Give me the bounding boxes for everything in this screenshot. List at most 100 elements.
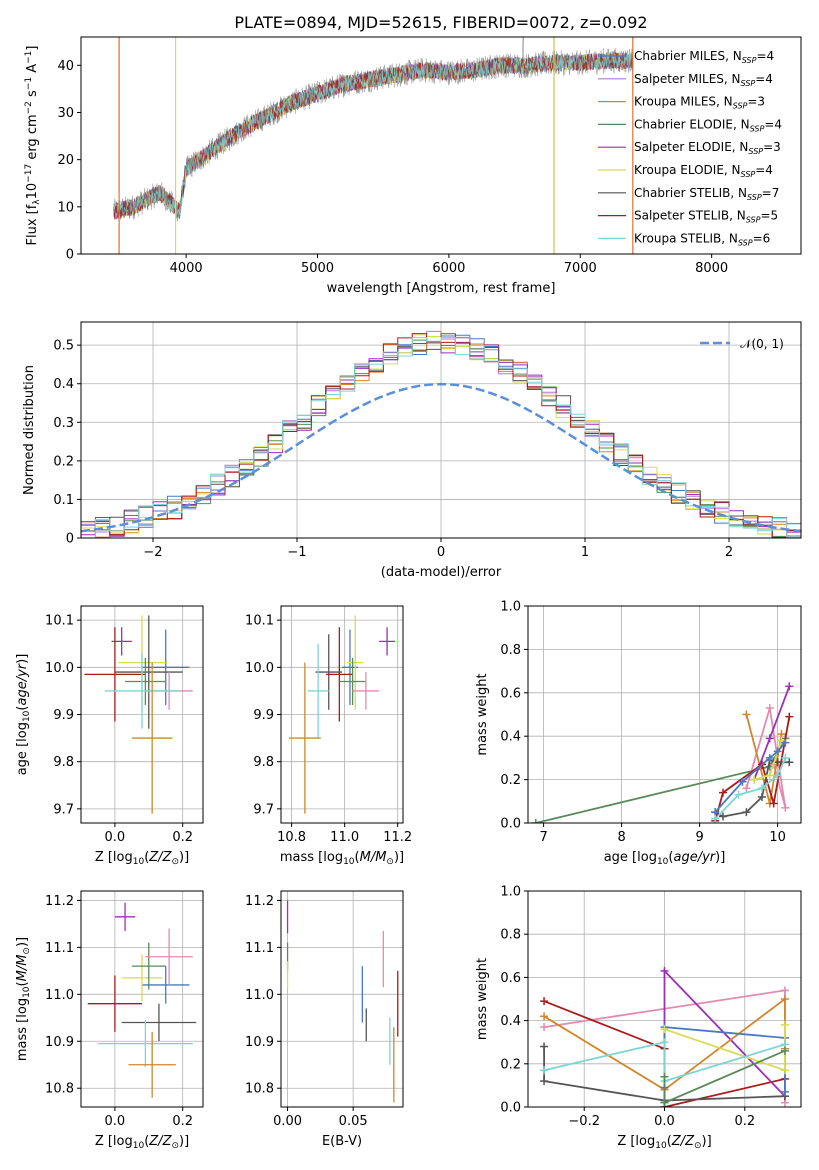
y-tick-label: 1.0 — [500, 885, 521, 900]
plot-area — [113, 37, 634, 254]
y-tick-label: 10.9 — [245, 1035, 274, 1050]
x-tick-label: 7 — [539, 830, 547, 845]
panel-age-weight: 7 8 9 10 0.0 0.2 0.4 0.6 0.8 1.0 age [log10(age/yr… — [475, 600, 802, 867]
y-tick-label: 0 — [66, 532, 74, 547]
y-tick-label: 11.1 — [45, 941, 74, 956]
weight-marker — [540, 1077, 549, 1086]
axes-frame — [80, 36, 802, 255]
x-axis-label: mass [log10(M/M⊙)] — [280, 850, 404, 867]
weight-marker — [773, 771, 782, 780]
y-tick-label: 10.1 — [45, 614, 74, 629]
weight-marker — [540, 1042, 549, 1051]
x-tick-label: −0.2 — [568, 1114, 600, 1129]
x-tick-label: 10.8 — [277, 830, 306, 845]
weight-marker — [785, 712, 794, 721]
x-tick-label: 0.0 — [105, 1114, 126, 1129]
x-axis-label: (data-model)/error — [381, 565, 502, 580]
weight-marker — [660, 1025, 669, 1034]
weight-marker — [540, 1066, 549, 1075]
normal-curve — [81, 382, 801, 533]
y-tick-label: 1.0 — [500, 600, 521, 615]
error-point-3 — [315, 634, 342, 710]
y-tick-label: 0.6 — [500, 686, 521, 701]
y-tick-label: 11.2 — [45, 894, 74, 909]
y-tick-label: 10.1 — [245, 614, 274, 629]
axes-frame — [280, 605, 404, 824]
legend-label-2: Kroupa MILES, NSSP=3 — [634, 95, 765, 111]
y-tick-label: 0.2 — [500, 1057, 521, 1072]
error-point-7 — [307, 643, 329, 739]
weight-line-4 — [543, 1046, 785, 1102]
panel-z-age: 0.0 0.2 9.7 9.8 9.9 10.0 10.1 Z [log10(Z/Z⊙)] ag… — [15, 605, 204, 867]
y-tick-label: 10.8 — [245, 1082, 274, 1097]
y-tick-label: 9.7 — [253, 802, 274, 817]
weight-marker — [765, 734, 774, 743]
error-point-5 — [125, 657, 166, 706]
y-tick-label: 20 — [57, 153, 74, 168]
x-tick-label: 0.00 — [273, 1114, 302, 1129]
x-tick-label: 0.2 — [734, 1114, 755, 1129]
y-tick-label: 0.2 — [500, 773, 521, 788]
weight-marker — [660, 1038, 669, 1047]
weight-marker — [758, 792, 766, 801]
x-tick-label: 10 — [769, 830, 786, 845]
y-tick-label: 11.2 — [245, 894, 274, 909]
plot-area — [87, 902, 197, 1098]
x-tick-label: 11.0 — [330, 830, 359, 845]
axes-frame — [280, 890, 404, 1108]
error-point-7 — [97, 1020, 193, 1068]
x-tick-label: 0.2 — [172, 830, 193, 845]
error-point-3 — [121, 1003, 197, 1042]
axes-frame — [80, 890, 204, 1108]
panel-residuals: −2 −1 0 1 2 0 0.1 0.2 0.3 0.4 0.5 (data-model)/erro… — [22, 321, 802, 580]
y-axis-label: Flux [fλ10−17 erg cm−2 s−1 A−1] — [24, 46, 42, 246]
histogram-8 — [81, 337, 801, 538]
model-line-8 — [113, 52, 633, 219]
y-tick-label: 0.8 — [500, 928, 521, 943]
x-tick-label: 11.2 — [383, 830, 412, 845]
x-tick-label: 0.0 — [654, 1114, 675, 1129]
error-point-6 — [145, 928, 193, 985]
y-tick-label: 11.0 — [245, 988, 274, 1003]
legend-label-0: Chabrier MILES, NSSP=4 — [634, 49, 774, 65]
error-point-1 — [142, 966, 190, 1004]
y-tick-label: 0.0 — [500, 1101, 521, 1116]
error-point-4 — [84, 627, 146, 722]
weight-marker — [719, 812, 727, 821]
y-tick-label: 0.4 — [53, 377, 74, 392]
legend-label-3: Chabrier ELODIE, NSSP=4 — [634, 117, 782, 133]
plot-area — [84, 615, 193, 814]
weight-marker — [785, 758, 794, 767]
y-tick-label: 10.8 — [45, 1082, 74, 1097]
x-axis-label: wavelength [Angstrom, rest frame] — [327, 281, 556, 296]
error-point-5 — [339, 657, 366, 706]
weight-marker — [765, 771, 774, 780]
y-tick-label: 9.8 — [253, 755, 274, 770]
axes-frame — [80, 605, 204, 824]
x-tick-label: 6000 — [432, 261, 465, 276]
x-tick-label: 5000 — [301, 261, 334, 276]
error-point-1 — [142, 629, 190, 706]
panel-mass-age: 10.8 11.0 11.2 9.7 9.8 9.9 10.0 10.1 mass [log10… — [245, 605, 412, 867]
plot-area — [288, 615, 396, 814]
y-axis-label: mass weight — [475, 673, 490, 755]
x-tick-label: 8000 — [695, 261, 728, 276]
error-point-8 — [131, 662, 173, 814]
plot-area — [540, 966, 789, 1107]
error-point-0 — [114, 902, 136, 931]
weight-marker — [781, 738, 790, 747]
weight-marker — [780, 1066, 789, 1075]
panel-z-weight: −0.2 0.0 0.2 0.0 0.2 0.4 0.6 0.8 1.0 Z [log10(Z/Z… — [475, 885, 802, 1151]
x-tick-label: −2 — [143, 545, 162, 560]
y-tick-label: 0.8 — [500, 643, 521, 658]
weight-marker — [780, 1046, 789, 1055]
y-tick-label: 11.0 — [45, 988, 74, 1003]
y-axis-label: mass [log10(M/M⊙)] — [15, 937, 32, 1061]
panel-spectrum: 4000 5000 6000 7000 8000 0 10 20 30 40 wavelength … — [24, 36, 802, 296]
weight-marker — [765, 703, 774, 712]
x-tick-label: 4000 — [170, 261, 203, 276]
legend-label-6: Chabrier STELIB, NSSP=7 — [634, 186, 779, 202]
y-tick-label: 9.9 — [53, 708, 74, 723]
legend-label-7: Salpeter STELIB, NSSP=5 — [634, 209, 778, 225]
